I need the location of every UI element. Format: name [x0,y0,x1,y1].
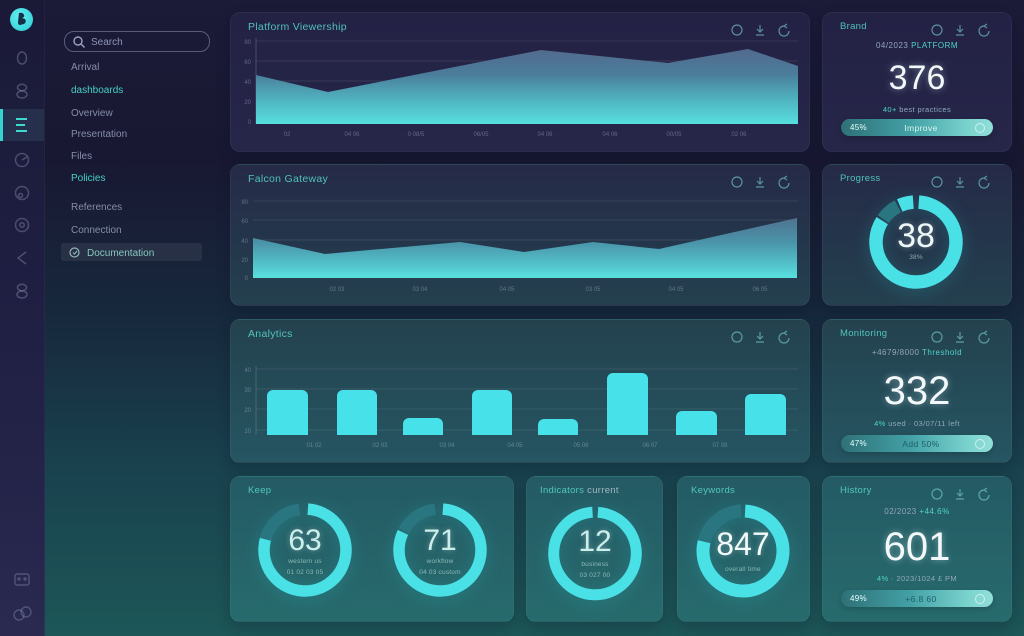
svg-text:07 08: 07 08 [712,443,728,449]
svg-text:30: 30 [244,388,251,394]
svg-text:02 03: 02 03 [372,443,388,449]
svg-text:00/05: 00/05 [666,132,682,138]
svg-text:20: 20 [244,100,251,106]
svg-text:04 05: 04 05 [499,287,515,293]
svg-text:60: 60 [241,219,248,225]
svg-text:60: 60 [244,60,251,66]
svg-text:40: 40 [244,368,251,374]
svg-text:10: 10 [244,429,251,435]
svg-text:02: 02 [284,132,291,138]
svg-text:80: 80 [241,200,248,206]
svg-text:0 08/5: 0 08/5 [408,132,425,138]
svg-text:06 05: 06 05 [752,287,768,293]
svg-text:0: 0 [245,276,249,282]
svg-text:02 03: 02 03 [329,287,345,293]
svg-text:40: 40 [244,80,251,86]
svg-text:03 05: 03 05 [585,287,601,293]
svg-text:04 06: 04 06 [344,132,360,138]
svg-text:04 05: 04 05 [668,287,684,293]
svg-text:04 05: 04 05 [507,443,523,449]
svg-text:02 06: 02 06 [731,132,747,138]
svg-text:06 07: 06 07 [642,443,658,449]
svg-text:04 06: 04 06 [602,132,618,138]
svg-text:06/05: 06/05 [473,132,489,138]
svg-text:05 06: 05 06 [573,443,589,449]
svg-text:03 04: 03 04 [412,287,428,293]
svg-text:80: 80 [244,40,251,46]
svg-text:20: 20 [241,258,248,264]
svg-text:04 06: 04 06 [537,132,553,138]
svg-text:03 04: 03 04 [439,443,455,449]
svg-text:01 02: 01 02 [306,443,322,449]
svg-text:40: 40 [241,239,248,245]
svg-text:20: 20 [244,408,251,414]
svg-text:0: 0 [248,120,252,126]
